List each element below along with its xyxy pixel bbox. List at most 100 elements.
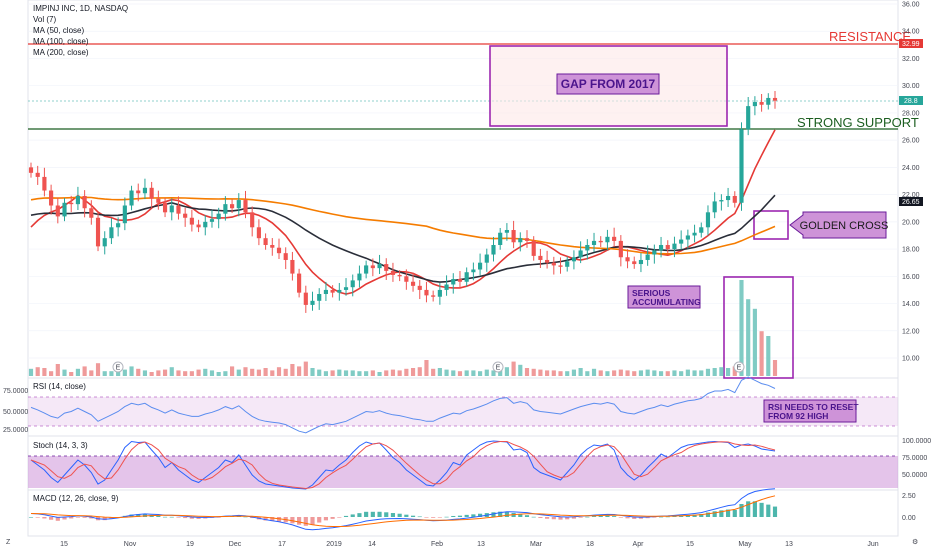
volume-bar — [377, 372, 382, 376]
macd-histogram-bar — [263, 517, 268, 521]
macd-histogram-bar — [692, 514, 697, 517]
candle-body — [431, 295, 436, 297]
candle-body — [612, 236, 617, 241]
candle-body — [658, 244, 664, 251]
candle-body — [732, 195, 737, 203]
volume-bar — [276, 367, 282, 376]
legend: IMPINJ INC, 1D, NASDAQ Vol (7) MA (50, c… — [33, 4, 128, 57]
volume-bar — [303, 361, 308, 376]
price-tick-label: 14.00 — [902, 301, 920, 308]
volume-bar — [484, 369, 489, 376]
volume-bar — [565, 371, 570, 376]
volume-bar — [82, 366, 87, 376]
candle-body — [766, 97, 771, 105]
macd-pane-label: MACD (12, 26, close, 9) — [33, 494, 119, 503]
macd-signal-line — [30, 495, 776, 527]
golden-cross-box[interactable] — [753, 210, 789, 240]
macd-series — [28, 488, 778, 531]
candle-body — [558, 265, 563, 267]
macd-histogram-bar — [759, 502, 764, 517]
candle-body — [524, 238, 530, 241]
candle-body — [42, 176, 47, 191]
accum-box[interactable] — [723, 276, 794, 379]
volume-bar — [726, 368, 731, 376]
volume-bar — [203, 368, 208, 376]
volume-bar — [223, 371, 228, 376]
indicator-ma50: MA (50, close) — [33, 26, 84, 35]
candle-body — [89, 208, 94, 218]
settings-gear-icon[interactable]: ⚙ — [912, 538, 918, 546]
macd-histogram-bar — [504, 511, 509, 517]
macd-histogram-bar — [531, 516, 536, 518]
macd-histogram-bar — [444, 516, 449, 518]
volume-bar — [518, 364, 523, 376]
indicator-ma200: MA (200, close) — [33, 48, 89, 57]
green-price-tag: 28.8 — [899, 96, 923, 105]
macd-histogram-bar — [726, 509, 731, 517]
candle-body — [457, 279, 463, 282]
candlesticks — [28, 91, 778, 313]
volume-bar — [297, 366, 302, 376]
macd-histogram-bar — [370, 511, 375, 517]
earnings-marker-label: E — [496, 365, 501, 372]
svg-text:28.8: 28.8 — [904, 98, 918, 105]
volume-bar — [431, 368, 436, 376]
macd-histogram-bar — [699, 514, 704, 517]
volume-bar — [370, 370, 375, 376]
volume-bar — [571, 369, 576, 376]
macd-histogram-bar — [618, 517, 623, 518]
candle-body — [625, 257, 630, 262]
macd-histogram-bar — [431, 517, 436, 518]
rsi-note-1: RSI NEEDS TO RESET — [768, 402, 859, 412]
resistance-label: RESISTANCE — [829, 29, 911, 44]
time-axis[interactable]: 15 Nov 19 Dec 17 2019 14 Feb 13 Mar 18 Apr 15 May 13 Ju… — [60, 541, 879, 548]
candle-body — [196, 224, 201, 228]
candle-body — [310, 300, 315, 305]
candle-body — [317, 294, 322, 301]
macd-histogram-bar — [766, 504, 771, 517]
macd-axis: 2.50 0.00 — [902, 493, 916, 522]
candle-body — [484, 254, 489, 263]
macd-histogram-bar — [176, 517, 181, 518]
volume-bar — [122, 369, 127, 376]
earnings-marker-icon[interactable] — [733, 361, 745, 373]
candle-body — [518, 238, 523, 243]
macd-histogram-bar — [156, 515, 161, 517]
macd-histogram-bar — [343, 515, 349, 517]
volume-bar — [451, 370, 456, 376]
settings-z-icon[interactable]: Z — [6, 539, 11, 546]
volume-bar — [89, 370, 94, 376]
macd-histogram-bar — [437, 517, 442, 518]
volume-bar — [746, 299, 751, 376]
time-tick-label: 14 — [368, 541, 376, 548]
candle-body — [169, 205, 174, 213]
price-axis[interactable]: 36.00 34.00 32.00 30.00 28.00 26.00 24.00 22.00… — [902, 2, 920, 363]
svg-text:2.50: 2.50 — [902, 493, 916, 500]
candle-body — [263, 238, 268, 245]
macd-histogram-bar — [297, 517, 302, 525]
volume-bar — [605, 371, 610, 376]
volume-bar — [189, 371, 194, 376]
volume-bar — [585, 371, 590, 376]
time-tick-label: Apr — [633, 541, 645, 548]
volume-bar — [209, 370, 215, 376]
golden-cross-callout — [789, 211, 887, 239]
time-tick-label: 13 — [477, 541, 485, 548]
earnings-marker-icon[interactable] — [112, 361, 124, 373]
volume-bar — [752, 308, 757, 376]
stoch-k-line — [30, 440, 776, 490]
macd-histogram-bar — [276, 517, 282, 522]
macd-histogram-bar — [89, 517, 94, 519]
volume-bar — [343, 370, 349, 376]
volume-bar — [95, 363, 101, 376]
volume-bar — [236, 369, 241, 376]
macd-histogram-bar — [551, 517, 556, 520]
candle-body — [109, 227, 114, 239]
macd-histogram-bar — [390, 513, 396, 517]
earnings-marker-icon[interactable] — [492, 361, 504, 373]
candle-body — [498, 232, 503, 245]
volume-bar — [578, 368, 583, 376]
candle-body — [49, 190, 54, 206]
macd-histogram-bar — [585, 516, 590, 518]
